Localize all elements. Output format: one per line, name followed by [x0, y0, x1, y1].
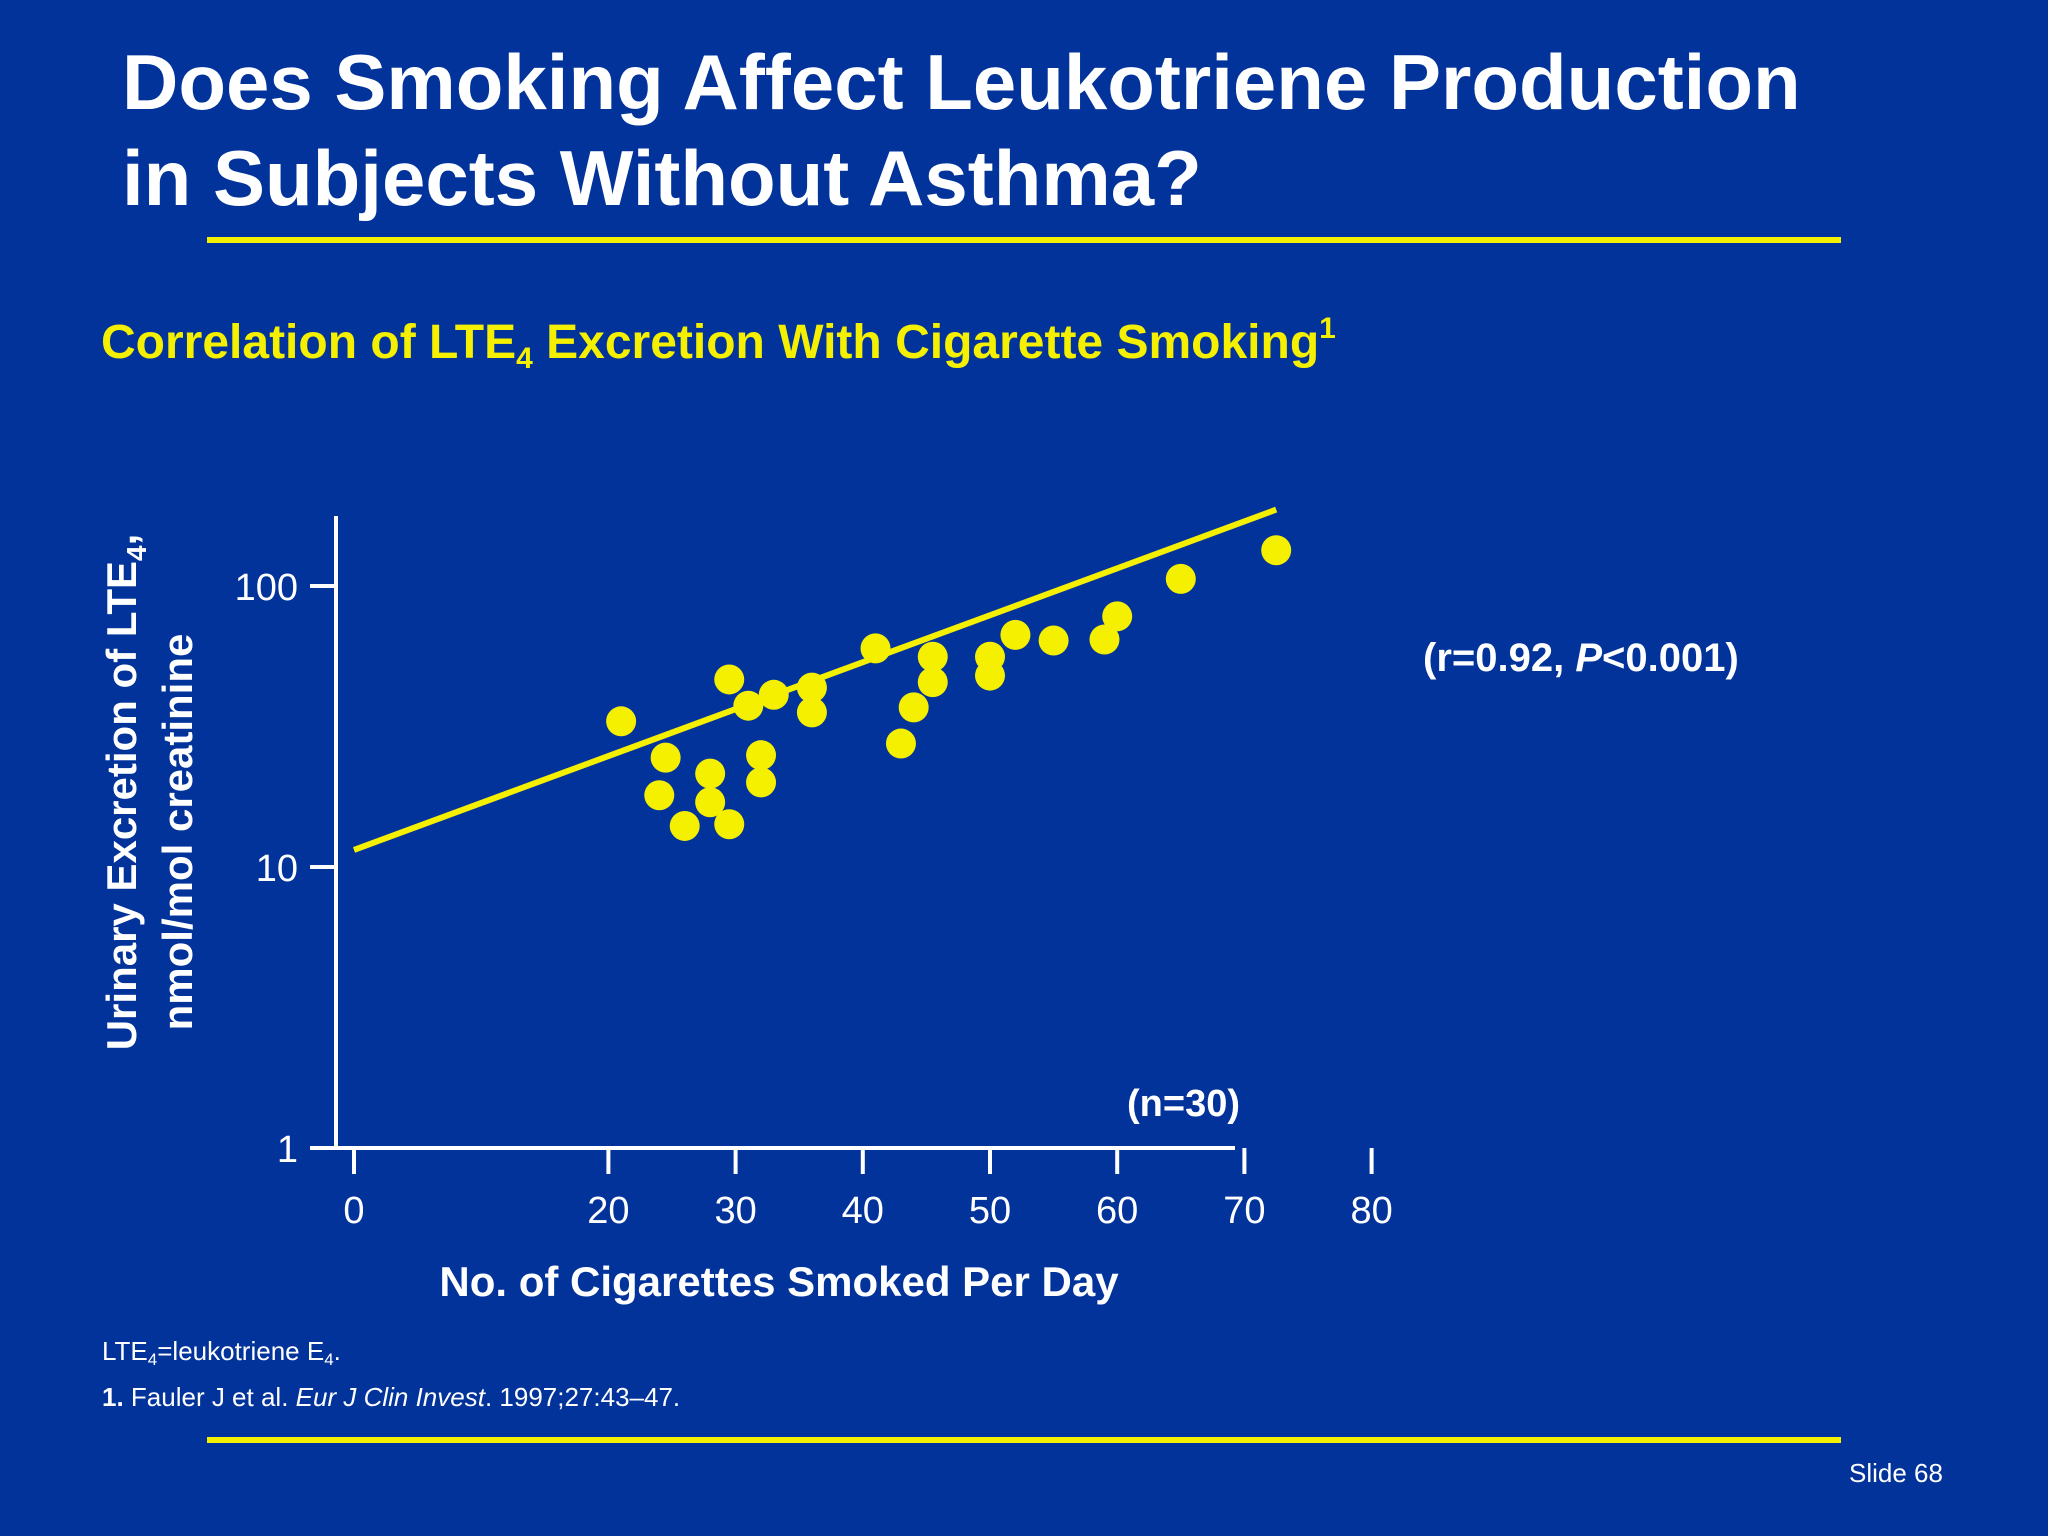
- slide-title-line1: Does Smoking Affect Leukotriene Producti…: [122, 38, 1801, 126]
- slide-number: Slide 68: [1849, 1458, 1943, 1488]
- subtitle-superscript: 1: [1319, 312, 1336, 345]
- footnote1-mid: =leukotriene E: [157, 1336, 325, 1366]
- x-tick-label: 80: [1350, 1190, 1392, 1232]
- stat-pre: (r=0.92,: [1423, 636, 1576, 680]
- data-point: [606, 706, 637, 737]
- subtitle-pre: Correlation of LTE: [101, 316, 517, 369]
- data-point: [733, 690, 764, 721]
- correlation-stat: (r=0.92, P<0.001): [1423, 636, 1739, 681]
- data-point: [714, 664, 745, 695]
- data-point: [758, 679, 789, 710]
- y-axis-label-line2: nmol/mol creatinine: [154, 634, 201, 1031]
- chart-subtitle: Correlation of LTE4 Excretion With Cigar…: [101, 312, 1336, 376]
- y-tick-label: 1: [277, 1129, 298, 1171]
- data-point: [917, 641, 948, 672]
- data-point: [714, 809, 745, 840]
- data-point: [1165, 563, 1196, 594]
- data-point: [695, 787, 726, 818]
- y-label-line1-end: ,: [98, 534, 145, 546]
- stat-post: <0.001): [1602, 636, 1739, 680]
- data-point: [898, 692, 929, 723]
- top-divider: [207, 237, 1841, 243]
- x-tick-label: 70: [1223, 1190, 1265, 1232]
- footnote-reference: 1. Fauler J et al. Eur J Clin Invest. 19…: [102, 1382, 680, 1413]
- data-point: [796, 672, 827, 703]
- x-axis-label: No. of Cigarettes Smoked Per Day: [439, 1258, 1119, 1305]
- bottom-divider: [207, 1437, 1841, 1443]
- x-tick-label: 30: [714, 1190, 756, 1232]
- footnote2-authors: Fauler J et al.: [123, 1382, 296, 1412]
- data-point: [975, 660, 1005, 691]
- data-point: [1089, 624, 1120, 655]
- y-label-line1-text: Urinary Excretion of LTE: [98, 561, 145, 1050]
- footnote2-num: 1.: [102, 1382, 124, 1412]
- y-tick-label: 100: [235, 567, 298, 609]
- data-point: [1038, 625, 1069, 656]
- data-point: [644, 780, 675, 811]
- footnote1-sub: 4: [147, 1350, 158, 1369]
- x-tick-label: 40: [842, 1190, 884, 1232]
- data-point: [917, 667, 948, 698]
- data-point: [885, 728, 916, 759]
- data-point: [796, 697, 827, 728]
- data-point: [746, 740, 777, 771]
- data-point: [650, 742, 681, 773]
- x-tick-label: 50: [969, 1190, 1011, 1232]
- subtitle-post: Excretion With Cigarette Smoking: [532, 316, 1320, 369]
- stat-p: P: [1575, 636, 1603, 680]
- data-point: [1261, 535, 1292, 566]
- footnote2-journal: Eur J Clin Invest: [295, 1382, 485, 1412]
- y-tick-label: 10: [256, 848, 298, 890]
- subtitle-subscript: 4: [516, 342, 533, 375]
- n-annotation: (n=30): [1127, 1083, 1240, 1125]
- data-point: [1000, 619, 1031, 650]
- footnote2-rest: . 1997;27:43–47.: [484, 1382, 681, 1412]
- plot-area: 1 10 100 0 20 30 40 50 60 70 80: [235, 506, 1393, 1232]
- x-tick-label: 20: [587, 1190, 629, 1232]
- footnote1-post: .: [333, 1336, 341, 1366]
- data-point: [695, 758, 726, 789]
- footnote1-sub2: 4: [324, 1350, 334, 1369]
- data-point: [746, 767, 777, 798]
- footnote1-pre: LTE: [102, 1336, 148, 1366]
- slide-title: Does Smoking Affect Leukotriene Producti…: [122, 34, 1902, 226]
- slide-title-line2: in Subjects Without Asthma?: [122, 134, 1202, 222]
- y-axis-label-line1: Urinary Excretion of LTE4,: [98, 534, 152, 1051]
- data-point: [1102, 601, 1133, 632]
- x-tick-label: 0: [343, 1190, 364, 1232]
- footnote-abbreviation: LTE4=leukotriene E4.: [102, 1336, 341, 1370]
- data-point: [860, 633, 891, 664]
- x-tick-label: 60: [1096, 1190, 1138, 1232]
- data-point: [669, 810, 700, 841]
- y-label-line1-sub: 4: [121, 545, 152, 561]
